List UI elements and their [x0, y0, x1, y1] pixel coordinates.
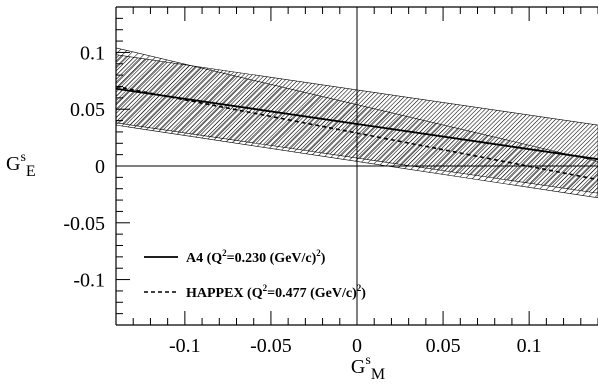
x-axis-title-sub: M: [371, 366, 385, 383]
y-axis-title: GsE: [6, 150, 36, 180]
y-tick-label: 0.05: [70, 99, 105, 121]
y-axis-title-sup: s: [20, 150, 25, 165]
axis-tick-labels: -0.1 -0.05 0 0.05 0.1 -0.1 -0.05 0 0.05 0.1: [63, 42, 541, 357]
x-axis-title-main: G: [351, 356, 365, 378]
x-tick-label: 0.1: [517, 335, 542, 357]
y-axis-title-sub: E: [26, 163, 36, 180]
legend-a4-label: A4 (Q2=0.230 (GeV/c)2): [186, 248, 326, 266]
legend: A4 (Q2=0.230 (GeV/c)2) HAPPEX (Q2=0.477 …: [144, 248, 366, 301]
y-tick-label: 0.1: [80, 42, 105, 64]
a4-central-line: [116, 87, 598, 161]
x-axis-title: GsM: [351, 353, 385, 383]
x-axis-title-sup: s: [365, 353, 370, 368]
x-tick-label: 0.05: [426, 335, 461, 357]
legend-happex-label: HAPPEX (Q2=0.477 (GeV/c)2): [186, 283, 366, 301]
y-tick-label: 0: [95, 156, 105, 178]
y-tick-label: -0.1: [73, 270, 105, 292]
happex-central-line: [116, 85, 598, 181]
axis-ticks: [115, 6, 598, 326]
y-tick-label: -0.05: [63, 213, 105, 235]
y-axis-title-main: G: [6, 153, 20, 175]
x-tick-label: 0: [352, 335, 362, 357]
x-tick-label: -0.05: [250, 335, 292, 357]
x-tick-label: -0.1: [169, 335, 201, 357]
